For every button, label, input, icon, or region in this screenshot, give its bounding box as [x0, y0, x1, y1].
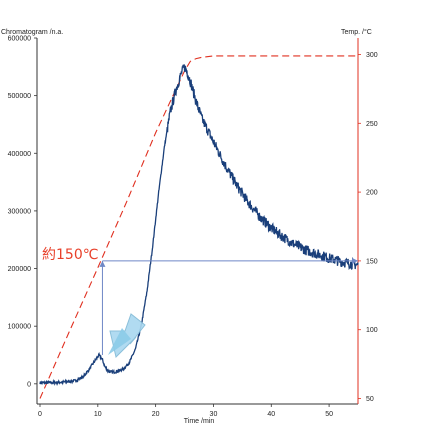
temperature-line	[39, 55, 358, 399]
x-axis-label: Time /min	[184, 418, 215, 425]
y-tick-label: 600000	[8, 36, 31, 43]
y-tick-label: 300000	[8, 208, 31, 215]
y2-tick-label: 100	[366, 327, 378, 334]
y-axis-label: Chromatogram /n.a.	[1, 29, 63, 36]
y-tick-label: 400000	[8, 151, 31, 158]
y2-tick-label: 200	[366, 190, 378, 197]
axes: 0 100000 200000 300000 400000 500000 600000 0 10…	[8, 36, 378, 419]
x-tick-label: 40	[267, 411, 275, 418]
pointer-arrow-head	[108, 328, 131, 355]
x-tick-label: 10	[94, 411, 102, 418]
chromatogram-line	[39, 64, 359, 387]
x-tick-label: 0	[38, 411, 42, 418]
y2-tick-label: 250	[366, 121, 378, 128]
y-tick-label: 500000	[8, 93, 31, 100]
temperature-annotation: 約150℃	[42, 247, 98, 263]
guide-arrowhead-up	[99, 260, 106, 267]
y2-axis-label: Temp. /°C	[341, 28, 372, 36]
y2-tick-label: 150	[366, 258, 378, 265]
y2-tick-label: 300	[366, 52, 378, 59]
y-tick-label: 0	[27, 381, 31, 388]
y-tick-label: 200000	[8, 266, 31, 273]
x-tick-label: 50	[325, 411, 333, 418]
chart-marks	[39, 55, 359, 399]
guide-arrowhead-right	[352, 257, 358, 264]
x-tick-label: 20	[152, 411, 160, 418]
y2-tick-label: 50	[366, 396, 374, 403]
y-tick-label: 100000	[8, 324, 31, 331]
x-tick-label: 30	[210, 411, 218, 418]
